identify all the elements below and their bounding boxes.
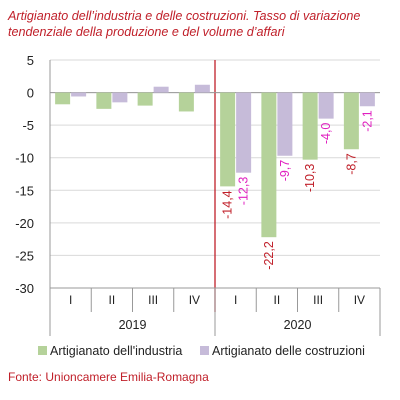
y-tick-label: -25 [15,248,34,263]
legend: Artigianato dell'industria Artigianato de… [38,344,365,358]
bar-costruzioni [112,92,128,103]
bar-industria [96,92,112,109]
data-label: -8,7 [344,153,358,175]
x-tick-label: II [109,293,116,307]
y-tick-label: 5 [27,53,34,68]
bar-costruzioni [277,92,293,156]
bar-costruzioni [71,92,87,97]
x-tick-label: III [313,293,323,307]
y-tick-label: 0 [27,86,34,101]
bars [55,84,375,238]
bar-costruzioni [318,92,334,119]
data-label: -10,3 [303,164,317,193]
x-tick-label: III [148,293,158,307]
x-year-label: 2020 [284,318,312,332]
bar-industria [178,92,194,112]
x-tick-label: IV [189,293,200,307]
source-note: Fonte: Unioncamere Emilia-Romagna [8,370,209,384]
y-tick-label: -20 [15,216,34,231]
x-year-label: 2019 [119,318,147,332]
chart-title: Artigianato dell’industria e delle costr… [8,9,361,39]
data-label: -22,2 [262,241,276,270]
data-label: -2,1 [360,110,374,132]
data-label: -9,7 [278,160,292,182]
bar-industria [343,92,359,150]
bar-industria [220,92,236,187]
bar-industria [55,92,71,105]
data-label: -4,0 [319,123,333,145]
bar-costruzioni [236,92,252,173]
legend-label: Artigianato dell'industria [50,344,182,358]
data-labels: -14,4 -12,3 -22,2 -9,7 -10,3 -4,0 -8,7 -2,1 [221,110,375,269]
bar-costruzioni [194,84,210,93]
x-tick-label: I [69,293,72,307]
y-tick-label: -10 [15,151,34,166]
bar-costruzioni [359,92,375,107]
legend-swatch [200,346,209,355]
y-tick-label: -5 [22,118,34,133]
x-tick-label: II [274,293,281,307]
bar-industria [137,92,153,106]
bar-industria [302,92,318,160]
y-tick-label: -15 [15,183,34,198]
data-label: -14,4 [221,190,235,219]
y-tick-label: -30 [15,281,34,296]
bar-costruzioni [153,86,169,93]
legend-swatch [38,346,47,355]
x-tick-label: IV [354,293,365,307]
data-label: -12,3 [237,177,251,206]
x-tick-label: I [234,293,237,307]
legend-label: Artigianato delle costruzioni [212,344,365,358]
bar-industria [261,92,277,238]
